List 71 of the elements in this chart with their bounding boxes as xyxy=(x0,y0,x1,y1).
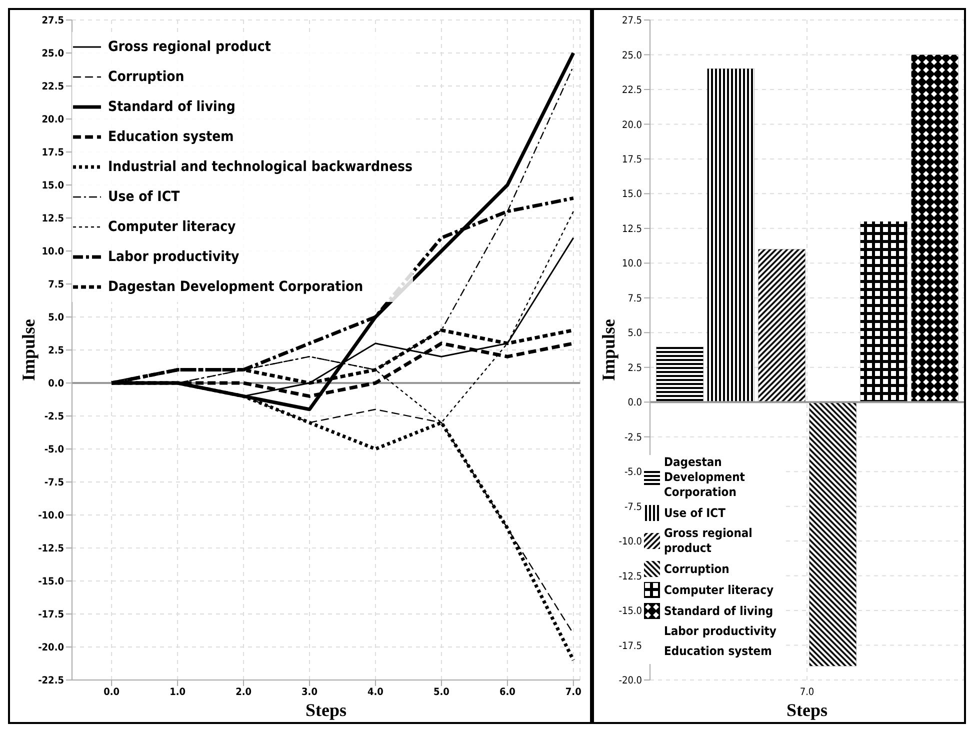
y-tick-label: 5.0 xyxy=(48,312,64,324)
y-tick-label: 15.0 xyxy=(42,180,64,192)
x-tick-label: 4.0 xyxy=(368,687,384,698)
x-tick-label: 7.0 xyxy=(800,687,814,698)
y-tick-label: 7.5 xyxy=(628,293,642,304)
y-tick-label: 10.0 xyxy=(42,246,64,258)
y-tick-label: 25.0 xyxy=(622,50,642,62)
annotation: Labor productivity xyxy=(663,624,778,639)
y-tick-label: -17.5 xyxy=(618,640,642,652)
y-tick-label: 15.0 xyxy=(622,189,642,200)
y-tick-label: 17.5 xyxy=(42,148,64,159)
y-tick-label: 17.5 xyxy=(622,154,642,166)
y-tick-label: 5.0 xyxy=(628,328,642,340)
y-tick-label: -5.0 xyxy=(624,467,642,478)
y-tick-label: -22.5 xyxy=(38,676,64,687)
y-tick-label: 25.0 xyxy=(42,48,64,60)
x-tick-label: 1.0 xyxy=(170,687,186,698)
y-tick-label: -10.0 xyxy=(618,536,642,548)
y-tick-label: 0.0 xyxy=(48,378,64,390)
y-tick-label: 27.5 xyxy=(42,16,64,27)
legend-label: Dagestan Development Corporation xyxy=(108,279,364,295)
legend-label: Corruption xyxy=(108,69,184,85)
legend-label: Gross regional product xyxy=(108,39,271,55)
legend-label: Use of ICT xyxy=(664,506,726,520)
y-tick-label: -12.5 xyxy=(618,571,642,582)
legend-label: Corruption xyxy=(664,562,730,576)
legend-label: Education system xyxy=(108,129,234,145)
y-tick-label: 12.5 xyxy=(42,214,64,225)
x-axis-title: Steps xyxy=(786,700,828,720)
legend-label: Standard of living xyxy=(664,604,774,618)
x-tick-label: 6.0 xyxy=(499,687,516,698)
x-tick-label: 5.0 xyxy=(433,687,450,698)
y-tick-label: 12.5 xyxy=(622,224,642,235)
x-tick-label: 7.0 xyxy=(565,687,582,698)
y-tick-label: -17.5 xyxy=(38,610,64,621)
legend-label: Computer literacy xyxy=(108,219,236,235)
y-tick-label: -7.5 xyxy=(624,502,642,513)
y-tick-label: 20.0 xyxy=(622,120,642,131)
y-axis-title: Impulse xyxy=(18,318,38,382)
legend-label: Labor productivity xyxy=(108,249,240,265)
y-tick-label: 2.5 xyxy=(48,346,64,357)
y-axis-title: Impulse xyxy=(598,318,618,382)
x-tick-label: 0.0 xyxy=(104,687,120,698)
legend-label: Dagestan Development Corporation xyxy=(664,455,746,500)
y-tick-label: -10.0 xyxy=(38,510,64,522)
y-tick-label: 7.5 xyxy=(48,280,64,291)
y-tick-label: -7.5 xyxy=(44,478,64,489)
y-tick-label: 2.5 xyxy=(628,362,642,374)
y-tick-label: -15.0 xyxy=(38,576,64,588)
y-tick-label: -2.5 xyxy=(624,432,642,444)
x-axis-title: Steps xyxy=(305,700,347,720)
x-tick-label: 3.0 xyxy=(302,687,318,698)
x-tick-label: 2.0 xyxy=(236,687,252,698)
y-tick-label: -12.5 xyxy=(38,544,64,555)
legend-label: Gross regional product xyxy=(664,526,754,556)
y-tick-label: -20.0 xyxy=(618,676,642,687)
y-tick-label: -2.5 xyxy=(44,412,64,423)
legend-label: Use of ICT xyxy=(108,189,180,205)
y-tick-label: 20.0 xyxy=(42,114,64,126)
y-tick-label: 10.0 xyxy=(622,258,642,270)
y-tick-label: 0.0 xyxy=(628,398,642,409)
y-tick-label: 27.5 xyxy=(622,16,642,27)
legend-label: Computer literacy xyxy=(664,582,774,598)
y-tick-label: -20.0 xyxy=(38,642,64,654)
y-tick-label: -15.0 xyxy=(618,606,642,618)
annotation: Education system xyxy=(663,644,773,659)
legend-label: Industrial and technological backwardness xyxy=(108,159,413,175)
y-tick-label: 22.5 xyxy=(42,82,64,93)
y-tick-label: 22.5 xyxy=(622,85,642,96)
legend-label: Standard of living xyxy=(108,99,236,115)
y-tick-label: -5.0 xyxy=(44,444,64,456)
